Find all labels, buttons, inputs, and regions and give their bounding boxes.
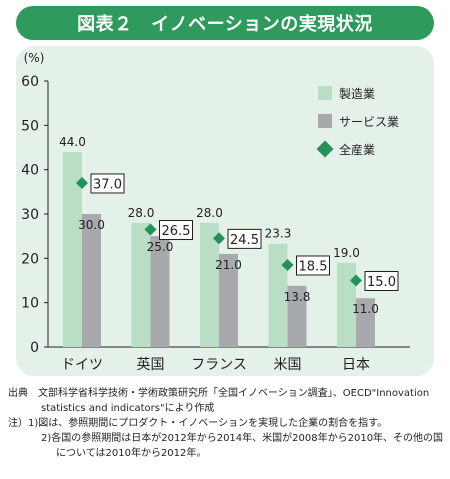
bar-manufacturing: [268, 243, 288, 347]
data-label-manufacturing: 28.0: [128, 206, 155, 220]
bar-service: [356, 298, 375, 347]
data-label-manufacturing: 19.0: [333, 246, 360, 260]
chart-title-bar: 図表２ イノベーションの実現状況: [16, 6, 434, 40]
category-label: 米国: [274, 357, 302, 373]
bar-service: [150, 236, 170, 347]
y-tick-label: 20: [21, 251, 39, 267]
source-line-1: 出典 文部科学省科学技術・学術政策研究所「全国イノベーション調査」、OECD"I…: [8, 388, 430, 399]
bar-service: [219, 253, 238, 347]
bar-chart: 0102030405060(%)44.030.037.0ドイツ28.025.02…: [21, 51, 410, 373]
bar-manufacturing: [131, 222, 151, 347]
legend-label-all-industries: 全産業: [339, 142, 376, 157]
marker-all-industries: [144, 223, 157, 236]
data-box-all-industries: [296, 255, 330, 276]
y-tick-label: 30: [21, 207, 39, 223]
data-box-all-industries: [227, 228, 262, 249]
data-box-all-industries: [90, 173, 125, 194]
note-2-line-1: 2)各国の参照期間は日本が2012年から2014年、米国が2008年から2010…: [41, 433, 444, 444]
data-label-all-industries: 37.0: [93, 177, 122, 192]
category-label: 日本: [342, 357, 370, 373]
legend-item-service: サービス業: [318, 110, 399, 132]
note-1: 注）1)図は、参照期間にプロダクト・イノベーションを実現した企業の割合を指す。: [8, 418, 388, 429]
data-label-service: 13.8: [284, 290, 311, 304]
y-tick-label: 60: [21, 74, 39, 90]
legend-label-service: サービス業: [339, 114, 400, 129]
bar-manufacturing: [200, 222, 219, 347]
marker-all-industries: [76, 176, 88, 189]
data-label-service: 21.0: [215, 258, 242, 272]
marker-all-industries: [213, 232, 225, 245]
data-label-service: 25.0: [147, 240, 174, 254]
y-tick-label: 0: [30, 340, 39, 356]
chart-title: 図表２ イノベーションの実現状況: [77, 14, 373, 35]
source-line-2: statistics and indicators"により作成: [41, 403, 215, 414]
legend-item-manufacturing: 製造業: [318, 82, 399, 104]
data-label-all-industries: 24.5: [230, 233, 259, 248]
data-label-all-industries: 18.5: [299, 259, 328, 274]
bar-service: [82, 214, 101, 347]
category-label: 英国: [137, 356, 165, 373]
data-label-service: 30.0: [78, 218, 105, 232]
category-label: ドイツ: [61, 357, 103, 373]
data-label-manufacturing: 44.0: [59, 135, 86, 149]
y-tick-label: 10: [21, 296, 39, 312]
marker-all-industries: [350, 274, 362, 287]
data-box-all-industries: [159, 220, 193, 241]
data-label-all-industries: 15.0: [367, 275, 396, 290]
data-box-all-industries: [364, 271, 399, 291]
legend-swatch-manufacturing: [318, 86, 332, 100]
data-label-service: 11.0: [352, 302, 379, 316]
bar-service: [287, 285, 307, 347]
marker-all-industries: [281, 258, 294, 271]
legend-diamond-icon: [316, 140, 334, 158]
data-label-all-industries: 26.5: [162, 224, 191, 239]
legend-label-manufacturing: 製造業: [339, 86, 376, 101]
chart-notes: 出典 文部科学省科学技術・学術政策研究所「全国イノベーション調査」、OECD"I…: [8, 386, 444, 461]
bar-manufacturing: [63, 151, 82, 347]
y-tick-label: 40: [21, 163, 39, 179]
legend-item-all-industries: 全産業: [316, 138, 399, 160]
y-tick-label: 50: [21, 118, 39, 134]
note-2-line-2: については2010年から2012年。: [56, 448, 207, 459]
legend: 製造業 サービス業 全産業: [316, 82, 399, 166]
category-label: フランス: [191, 357, 247, 373]
legend-swatch-service: [318, 114, 332, 128]
data-label-manufacturing: 23.3: [265, 227, 292, 241]
y-unit-label: (%): [24, 51, 45, 65]
data-label-manufacturing: 28.0: [196, 206, 223, 220]
bar-manufacturing: [337, 262, 356, 347]
